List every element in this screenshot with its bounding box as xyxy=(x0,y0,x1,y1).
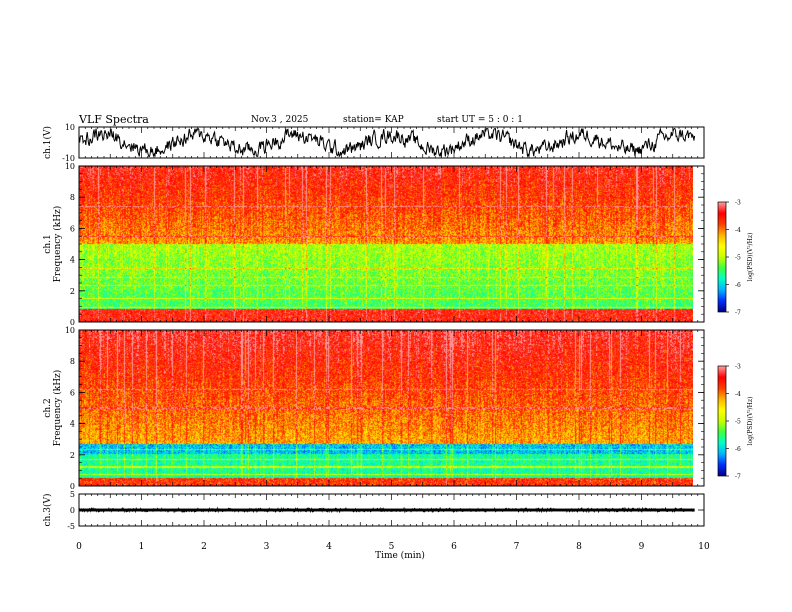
colorbar-tick-label: -5 xyxy=(735,419,741,426)
start-ut-label: start UT = 5 : 0 : 1 xyxy=(437,115,523,125)
colorbar-tick-label: -7 xyxy=(735,310,741,317)
y-tick-label: 0 xyxy=(70,318,75,327)
ch1-spectrogram-image xyxy=(79,166,693,322)
y-tick-label: 10 xyxy=(65,123,75,132)
y-tick-label: 4 xyxy=(70,256,75,265)
ch3-y-axis-label: ch.3(V) xyxy=(42,494,53,527)
colorbar-tick-label: -6 xyxy=(735,446,741,453)
x-axis-label: Time (min) xyxy=(375,550,425,561)
x-tick-label: 6 xyxy=(451,542,457,552)
date-label: Nov.3 , 2025 xyxy=(251,115,309,125)
x-tick-label: 0 xyxy=(76,542,82,552)
x-tick-label: 10 xyxy=(698,542,710,552)
colorbar-tick-label: -3 xyxy=(735,200,741,207)
ch1-freq-y-label-line2: Frequency (kHz) xyxy=(52,206,63,283)
y-tick-label: -10 xyxy=(62,154,75,163)
ch1-freq-y-label-line1: ch.1 xyxy=(43,234,53,253)
ch3-waveform-fill xyxy=(79,508,695,512)
x-tick-label: 1 xyxy=(139,542,145,552)
y-tick-label: 5 xyxy=(70,490,75,499)
chart-title: VLF Spectra xyxy=(79,113,149,126)
y-tick-label: -5 xyxy=(67,522,75,531)
y-tick-label: 8 xyxy=(70,357,75,366)
y-tick-label: 8 xyxy=(70,193,75,202)
ch3-waveform-line xyxy=(78,506,695,514)
ch2-freq-y-label-line2: Frequency (kHz) xyxy=(52,370,63,447)
ch2-freq-y-label-line1: ch.2 xyxy=(43,398,53,417)
ch1-colorbar xyxy=(718,202,726,312)
x-tick-label: 7 xyxy=(514,542,520,552)
colorbar-tick-label: -4 xyxy=(735,227,741,234)
ch1-y-axis-label: ch.1(V) xyxy=(42,126,53,159)
colorbar-tick-label: -7 xyxy=(735,474,741,481)
y-tick-label: 2 xyxy=(70,451,75,460)
colorbar-tick-label: -4 xyxy=(735,391,741,398)
y-tick-label: 10 xyxy=(65,326,75,335)
y-tick-label: 6 xyxy=(70,388,75,397)
colorbar-tick-label: -3 xyxy=(735,364,741,371)
ch2-colorbar xyxy=(718,366,726,476)
y-tick-label: 4 xyxy=(70,420,75,429)
x-tick-label: 4 xyxy=(326,542,332,552)
y-tick-label: 0 xyxy=(70,482,75,491)
x-tick-label: 5 xyxy=(389,542,395,552)
y-tick-label: 0 xyxy=(70,506,75,515)
y-tick-label: 10 xyxy=(65,162,75,171)
ch3-waveform-band xyxy=(78,506,695,514)
y-tick-label: 6 xyxy=(70,224,75,233)
ch2-spectrogram-image xyxy=(79,330,693,486)
colorbar-tick-label: -6 xyxy=(735,282,741,289)
colorbar-tick-label: -5 xyxy=(735,255,741,262)
x-tick-label: 8 xyxy=(576,542,582,552)
station-label: station= KAP xyxy=(343,115,404,125)
x-tick-label: 9 xyxy=(639,542,645,552)
colorbar-label: log(PSD)(V²/Hz) xyxy=(747,233,754,282)
x-tick-label: 3 xyxy=(264,542,270,552)
colorbar-label: log(PSD)(V²/Hz) xyxy=(747,397,754,446)
y-tick-label: 2 xyxy=(70,287,75,296)
ch1-waveform-line xyxy=(78,127,696,158)
x-tick-label: 2 xyxy=(201,542,207,552)
